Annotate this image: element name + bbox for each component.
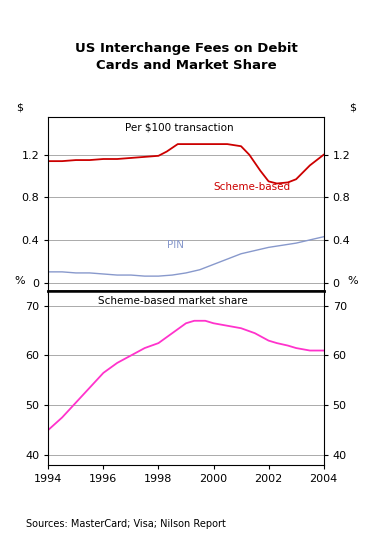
Text: Scheme-based market share: Scheme-based market share — [98, 296, 248, 306]
Text: US Interchange Fees on Debit
Cards and Market Share: US Interchange Fees on Debit Cards and M… — [75, 42, 297, 72]
Text: Scheme-based: Scheme-based — [214, 183, 291, 192]
Text: PIN: PIN — [167, 240, 184, 249]
Text: %: % — [347, 276, 358, 286]
Text: %: % — [14, 276, 25, 286]
Text: Sources: MasterCard; Visa; Nilson Report: Sources: MasterCard; Visa; Nilson Report — [26, 519, 226, 529]
Text: Per $100 transaction: Per $100 transaction — [125, 123, 234, 132]
Text: $: $ — [16, 103, 23, 112]
Text: $: $ — [349, 103, 356, 112]
